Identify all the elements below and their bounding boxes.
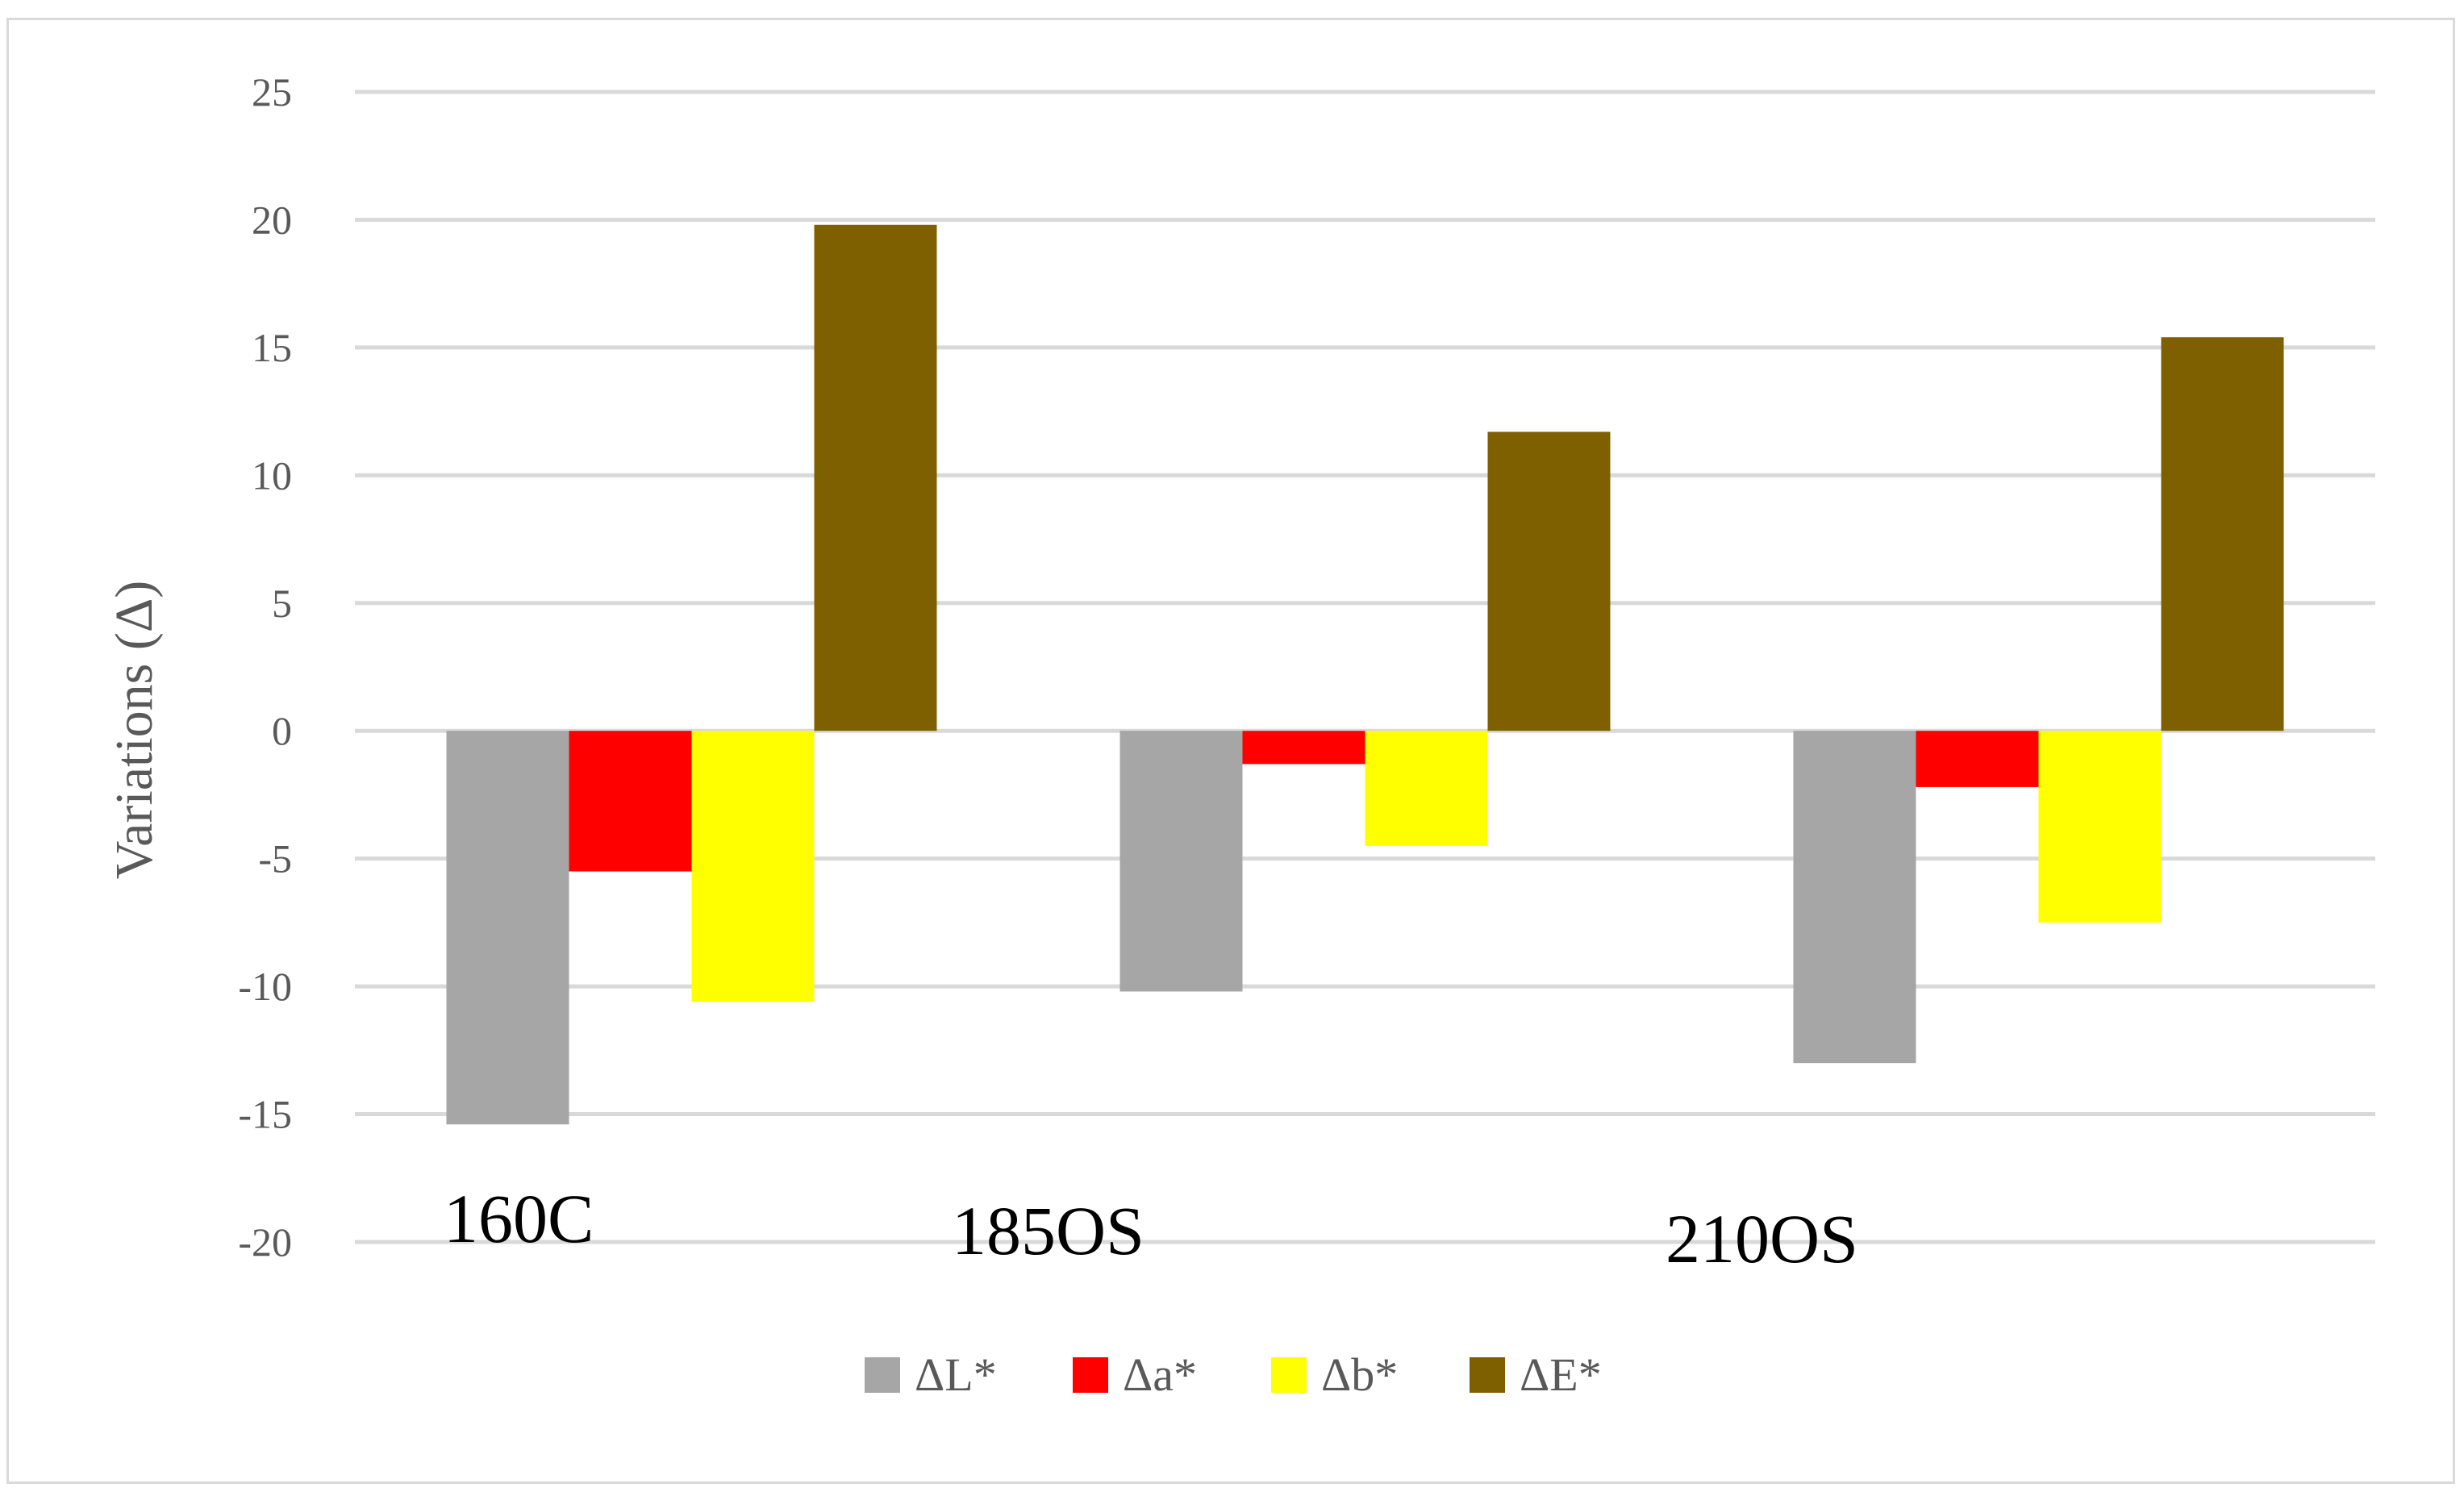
legend-label: Δb* (1321, 1348, 1398, 1401)
y-tick-label: 5 (272, 581, 292, 626)
y-tick-label: -20 (238, 1219, 292, 1265)
bar-210os-series-3 (2038, 731, 2162, 923)
legend-label: ΔE* (1520, 1348, 1602, 1401)
y-tick-label: 20 (252, 197, 292, 242)
y-tick-label: -5 (258, 836, 292, 881)
legend-label: Δa* (1123, 1348, 1197, 1401)
y-tick-label: -10 (238, 964, 292, 1009)
legend-swatch (1470, 1357, 1505, 1393)
category-label: 160C (444, 1180, 594, 1257)
bar-185os-series-2 (1242, 731, 1365, 765)
y-tick-label: -15 (238, 1092, 292, 1137)
legend-swatch (865, 1357, 900, 1393)
y-tick-label: 10 (252, 452, 292, 498)
legend-label: ΔL* (915, 1348, 997, 1401)
category-label: 185OS (952, 1192, 1144, 1269)
bar-210os-series-4 (2161, 337, 2284, 731)
bar-210os-series-2 (1916, 731, 2039, 787)
legend-swatch (1073, 1357, 1108, 1393)
legend-swatch (1271, 1357, 1307, 1393)
bar-160c-series-4 (814, 224, 937, 731)
y-tick-label: 0 (272, 708, 292, 753)
gridlines (355, 90, 2375, 1244)
y-tick-label: 15 (252, 325, 292, 370)
bars (446, 224, 2284, 1125)
bar-185os-series-1 (1119, 731, 1243, 992)
bar-185os-series-3 (1365, 731, 1488, 846)
bar-185os-series-4 (1487, 431, 1611, 731)
bar-160c-series-3 (691, 731, 815, 1002)
legend: ΔL* Δa* Δb* ΔE* (865, 1348, 1602, 1401)
y-axis-ticks: 25 20 15 10 5 0 -5 -10 -15 -20 (238, 69, 292, 1265)
bar-210os-series-1 (1793, 731, 1916, 1064)
bar-160c-series-1 (446, 731, 569, 1125)
category-labels: 160C 185OS 210OS (444, 1180, 1858, 1277)
y-axis-label: Variations (Δ) (105, 581, 164, 880)
category-label: 210OS (1666, 1200, 1858, 1277)
bar-160c-series-2 (569, 731, 692, 872)
y-tick-label: 25 (252, 69, 292, 115)
